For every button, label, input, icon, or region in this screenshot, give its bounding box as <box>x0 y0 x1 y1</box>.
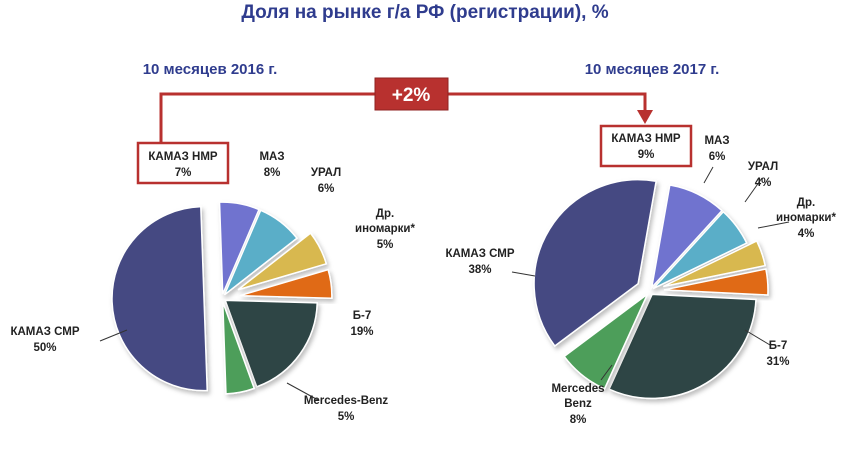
slice-label-line: МАЗ <box>704 135 729 147</box>
leader-line <box>744 329 771 346</box>
slice-label-урал: УРАЛ 6% <box>311 167 341 195</box>
slice-label-line: КАМАЗ НМР <box>611 133 680 145</box>
slice-label-камаз-нмр: КАМАЗ НМР 9% <box>611 133 680 161</box>
pie-slice-камаз-нмр <box>218 201 260 295</box>
slice-label-камаз-смр: КАМАЗ СМР 50% <box>10 326 79 354</box>
slice-value-label: 6% <box>709 151 726 163</box>
slice-value-label: 4% <box>755 177 772 189</box>
slice-label-line: иномарки* <box>355 223 415 235</box>
slice-label-line: Mercedes <box>551 383 604 395</box>
pie-slice-камаз-нмр <box>650 184 723 290</box>
slice-value-label: 50% <box>33 342 56 354</box>
pie-slice-урал <box>662 239 767 288</box>
slice-value-label: 7% <box>175 167 192 179</box>
delta-badge <box>374 77 449 111</box>
pie-slice-б-7 <box>608 293 757 400</box>
pie-slice-др-иномарки <box>239 268 333 300</box>
figure-title: Доля на рынке г/а РФ (регистрации), % <box>241 2 608 23</box>
slice-value-label: 6% <box>318 183 335 195</box>
connector-line-left <box>159 92 375 142</box>
slice-label-line: Б-7 <box>769 340 788 352</box>
slice-label-line: КАМАЗ НМР <box>148 151 217 163</box>
pie-labels-2016: КАМАЗ НМР 7%МАЗ 8% УРАЛ 6%Др. иномарки* 5%Б-7 1… <box>10 151 415 423</box>
connector-arrowhead <box>637 110 653 124</box>
leader-line <box>600 364 613 381</box>
slice-value-label: 19% <box>350 326 373 338</box>
pie-labels-2017: КАМАЗ НМР 9%МАЗ 6%УРАЛ 4%Др. иномарки* 4%Б-7 3… <box>445 133 836 426</box>
slice-value-label: 9% <box>638 149 655 161</box>
pie-chart-2016 <box>111 201 333 395</box>
slice-label-line: иномарки* <box>776 212 836 224</box>
slice-label-камаз-смр: КАМАЗ СМР 38% <box>445 248 514 276</box>
pie-slice-урал <box>237 232 328 291</box>
leader-line <box>744 177 763 203</box>
pie-slice-др-иномарки <box>663 268 769 296</box>
slice-label-line: МАЗ <box>259 151 284 163</box>
pie-slice-mercedes-benz <box>222 301 256 395</box>
delta-label: +2% <box>392 85 431 106</box>
slice-label-line: Др. <box>797 197 815 209</box>
slice-value-label: 38% <box>468 264 491 276</box>
slice-label-маз: МАЗ 8% <box>259 151 284 179</box>
slice-label-урал: УРАЛ 4% <box>748 161 778 189</box>
slice-label-line: КАМАЗ СМР <box>10 326 79 338</box>
slice-label-line: УРАЛ <box>311 167 341 179</box>
slice-label-line: Mercedes-Benz <box>304 395 389 407</box>
pie-slice-маз <box>652 210 748 290</box>
slice-value-label: 4% <box>798 228 815 240</box>
highlight-box-2016 <box>136 141 230 185</box>
slice-value-label: 5% <box>338 411 355 423</box>
pie-slice-камаз-смр <box>111 205 208 392</box>
slice-value-label: 5% <box>377 239 394 251</box>
pie-slice-mercedes-benz <box>563 293 649 390</box>
slice-label-line: Benz <box>564 398 592 410</box>
leader-line <box>757 221 790 229</box>
slice-label-др-иномарки: Др. иномарки* 5% <box>355 208 415 251</box>
slice-label-mercedes-benz: Mercedes Benz 8% <box>551 383 604 426</box>
slice-value-label: 31% <box>766 356 789 368</box>
slice-label-line: КАМАЗ СМР <box>445 248 514 260</box>
slice-value-label: 8% <box>264 167 281 179</box>
pie-chart-2017 <box>533 178 769 400</box>
slice-label-др-иномарки: Др. иномарки* 4% <box>776 197 836 240</box>
chart-title-2017: 10 месяцев 2017 г. <box>585 61 720 78</box>
pie-slice-б-7 <box>224 299 318 388</box>
slice-value-label: 8% <box>570 414 587 426</box>
slice-label-line: УРАЛ <box>748 161 778 173</box>
slice-label-б-7: Б-7 19% <box>350 310 373 338</box>
slice-label-б-7: Б-7 31% <box>766 340 789 368</box>
slice-label-mercedes-benz: Mercedes-Benz 5% <box>304 395 389 423</box>
connector-line-right <box>448 92 647 112</box>
leader-line <box>511 271 536 277</box>
slice-label-камаз-нмр: КАМАЗ НМР 7% <box>148 151 217 179</box>
slice-label-line: Б-7 <box>353 310 372 322</box>
slice-label-line: Др. <box>376 208 394 220</box>
pie-slice-маз <box>223 209 298 296</box>
leader-line <box>703 166 714 184</box>
chart-title-2016: 10 месяцев 2016 г. <box>143 61 278 78</box>
leader-line <box>99 329 128 342</box>
leader-line <box>286 382 319 401</box>
slice-label-маз: МАЗ 6% <box>704 135 729 163</box>
pie-slice-камаз-смр <box>533 178 658 348</box>
highlight-box-2017 <box>599 124 693 168</box>
